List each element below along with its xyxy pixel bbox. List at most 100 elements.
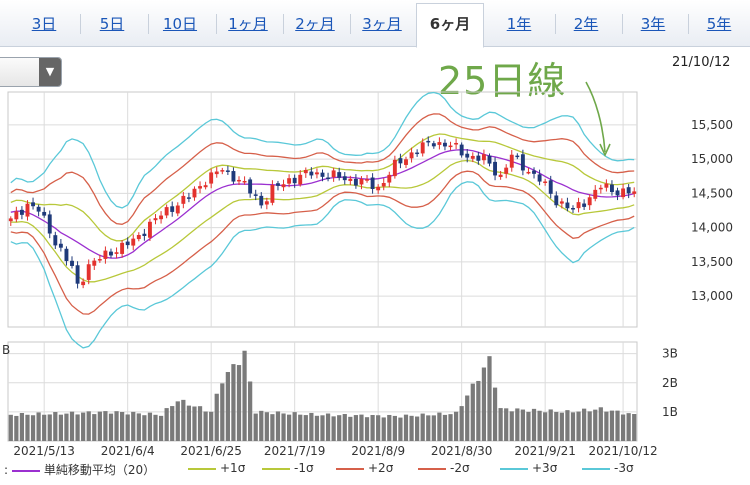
candle-body	[248, 179, 253, 194]
candle-body	[314, 172, 319, 175]
candle-body	[164, 207, 169, 216]
candle-body	[571, 208, 575, 210]
tab-3m[interactable]: 3ヶ月	[362, 15, 402, 33]
candle-body	[276, 183, 280, 186]
volume-bar	[559, 412, 564, 441]
volume-bar	[225, 372, 230, 441]
volume-bar	[537, 410, 542, 441]
candle-body	[576, 202, 581, 209]
candle-body	[75, 265, 80, 284]
candle-body	[626, 187, 631, 194]
price-volume-chart: 15,500 15,000 14,500 14,000 13,500 13,000 3B 2B…	[2, 81, 733, 458]
volume-series	[8, 350, 637, 441]
candle-body	[481, 154, 486, 161]
chevron-down-icon[interactable]: ▼	[39, 58, 61, 86]
volume-bar	[403, 414, 409, 441]
candle-body	[604, 183, 609, 188]
candle-body	[554, 195, 559, 206]
volume-bar	[81, 412, 86, 441]
candle-body	[309, 171, 314, 176]
candle-body	[582, 203, 587, 207]
volume-bar	[281, 413, 286, 441]
candle-body	[192, 188, 197, 198]
tab-separator	[350, 14, 351, 34]
volume-bar	[119, 411, 125, 441]
band-plus3-line	[10, 91, 635, 209]
candle-body	[392, 159, 397, 177]
indicator-dropdown[interactable]: ▼	[0, 57, 62, 87]
tab-1y[interactable]: 1年	[506, 15, 532, 33]
volume-bar	[492, 387, 498, 441]
candle-body	[97, 259, 102, 261]
volume-bar	[242, 350, 247, 441]
tab-3y[interactable]: 3年	[640, 15, 666, 33]
volume-bar	[236, 365, 242, 441]
volume-bar	[376, 415, 381, 441]
candle-body	[559, 201, 564, 204]
date-tick-label: 2021/5/13	[13, 444, 75, 458]
candle-body	[31, 202, 35, 207]
volume-bar	[275, 411, 281, 441]
volume-bar	[359, 414, 364, 441]
tab-2y[interactable]: 2年	[573, 15, 599, 33]
candle-body	[526, 171, 531, 174]
volume-bar	[203, 411, 208, 441]
volume-bar	[526, 411, 531, 441]
candle-body	[203, 185, 208, 188]
tab-2m[interactable]: 2ヶ月	[295, 15, 335, 33]
candle-body	[437, 142, 442, 145]
volume-bar	[131, 411, 136, 441]
candle-body	[459, 144, 464, 156]
volume-bar	[186, 405, 192, 441]
candle-body	[537, 174, 542, 182]
volume-bar	[8, 414, 13, 441]
candle-body	[103, 250, 108, 259]
volume-bar	[632, 414, 637, 441]
annotation-arrow	[585, 81, 606, 153]
candle-body	[25, 203, 30, 217]
volume-bar	[381, 417, 386, 441]
candle-body	[387, 174, 392, 183]
legend-item-plus3: +3σ	[500, 461, 557, 475]
tab-6m[interactable]: 6ヶ月	[416, 3, 484, 48]
candle-body	[159, 215, 164, 220]
date-tick-label: 2021/9/21	[514, 444, 576, 458]
tab-10d[interactable]: 10日	[162, 15, 198, 33]
volume-bar	[515, 408, 520, 441]
bollinger-bands	[10, 91, 635, 349]
volume-bar	[548, 409, 553, 441]
volume-bar	[292, 412, 297, 441]
price-tick-label: 13,000	[691, 289, 733, 303]
legend-item-plus1: +1σ	[188, 461, 245, 475]
volume-bar	[14, 415, 19, 441]
volume-bar	[303, 415, 308, 441]
tab-separator	[622, 14, 623, 34]
candle-body	[565, 202, 570, 209]
tab-5y[interactable]: 5年	[706, 15, 732, 33]
candle-body	[292, 177, 297, 184]
candle-body	[409, 152, 414, 159]
volume-bar	[47, 414, 52, 441]
tab-5d[interactable]: 5日	[99, 15, 125, 33]
candle-body	[214, 171, 219, 175]
tab-3d[interactable]: 3日	[31, 15, 57, 33]
candle-body	[131, 238, 136, 246]
price-panel-frame	[7, 91, 638, 328]
price-tick-label: 13,500	[691, 255, 733, 269]
volume-bar	[164, 408, 169, 441]
candle-body	[493, 161, 498, 176]
volume-bar	[64, 413, 69, 441]
candle-body	[498, 174, 503, 177]
candle-body	[415, 152, 420, 155]
candle-body	[47, 214, 52, 234]
candle-body	[253, 194, 258, 196]
volume-bar	[309, 412, 314, 441]
tab-1m[interactable]: 1ヶ月	[228, 15, 268, 33]
volume-bar	[19, 413, 25, 441]
candle-body	[610, 184, 614, 193]
volume-bar	[565, 410, 570, 441]
candle-body	[186, 197, 191, 199]
volume-bar	[481, 367, 487, 441]
candle-body	[14, 211, 19, 220]
candle-body	[426, 140, 431, 143]
